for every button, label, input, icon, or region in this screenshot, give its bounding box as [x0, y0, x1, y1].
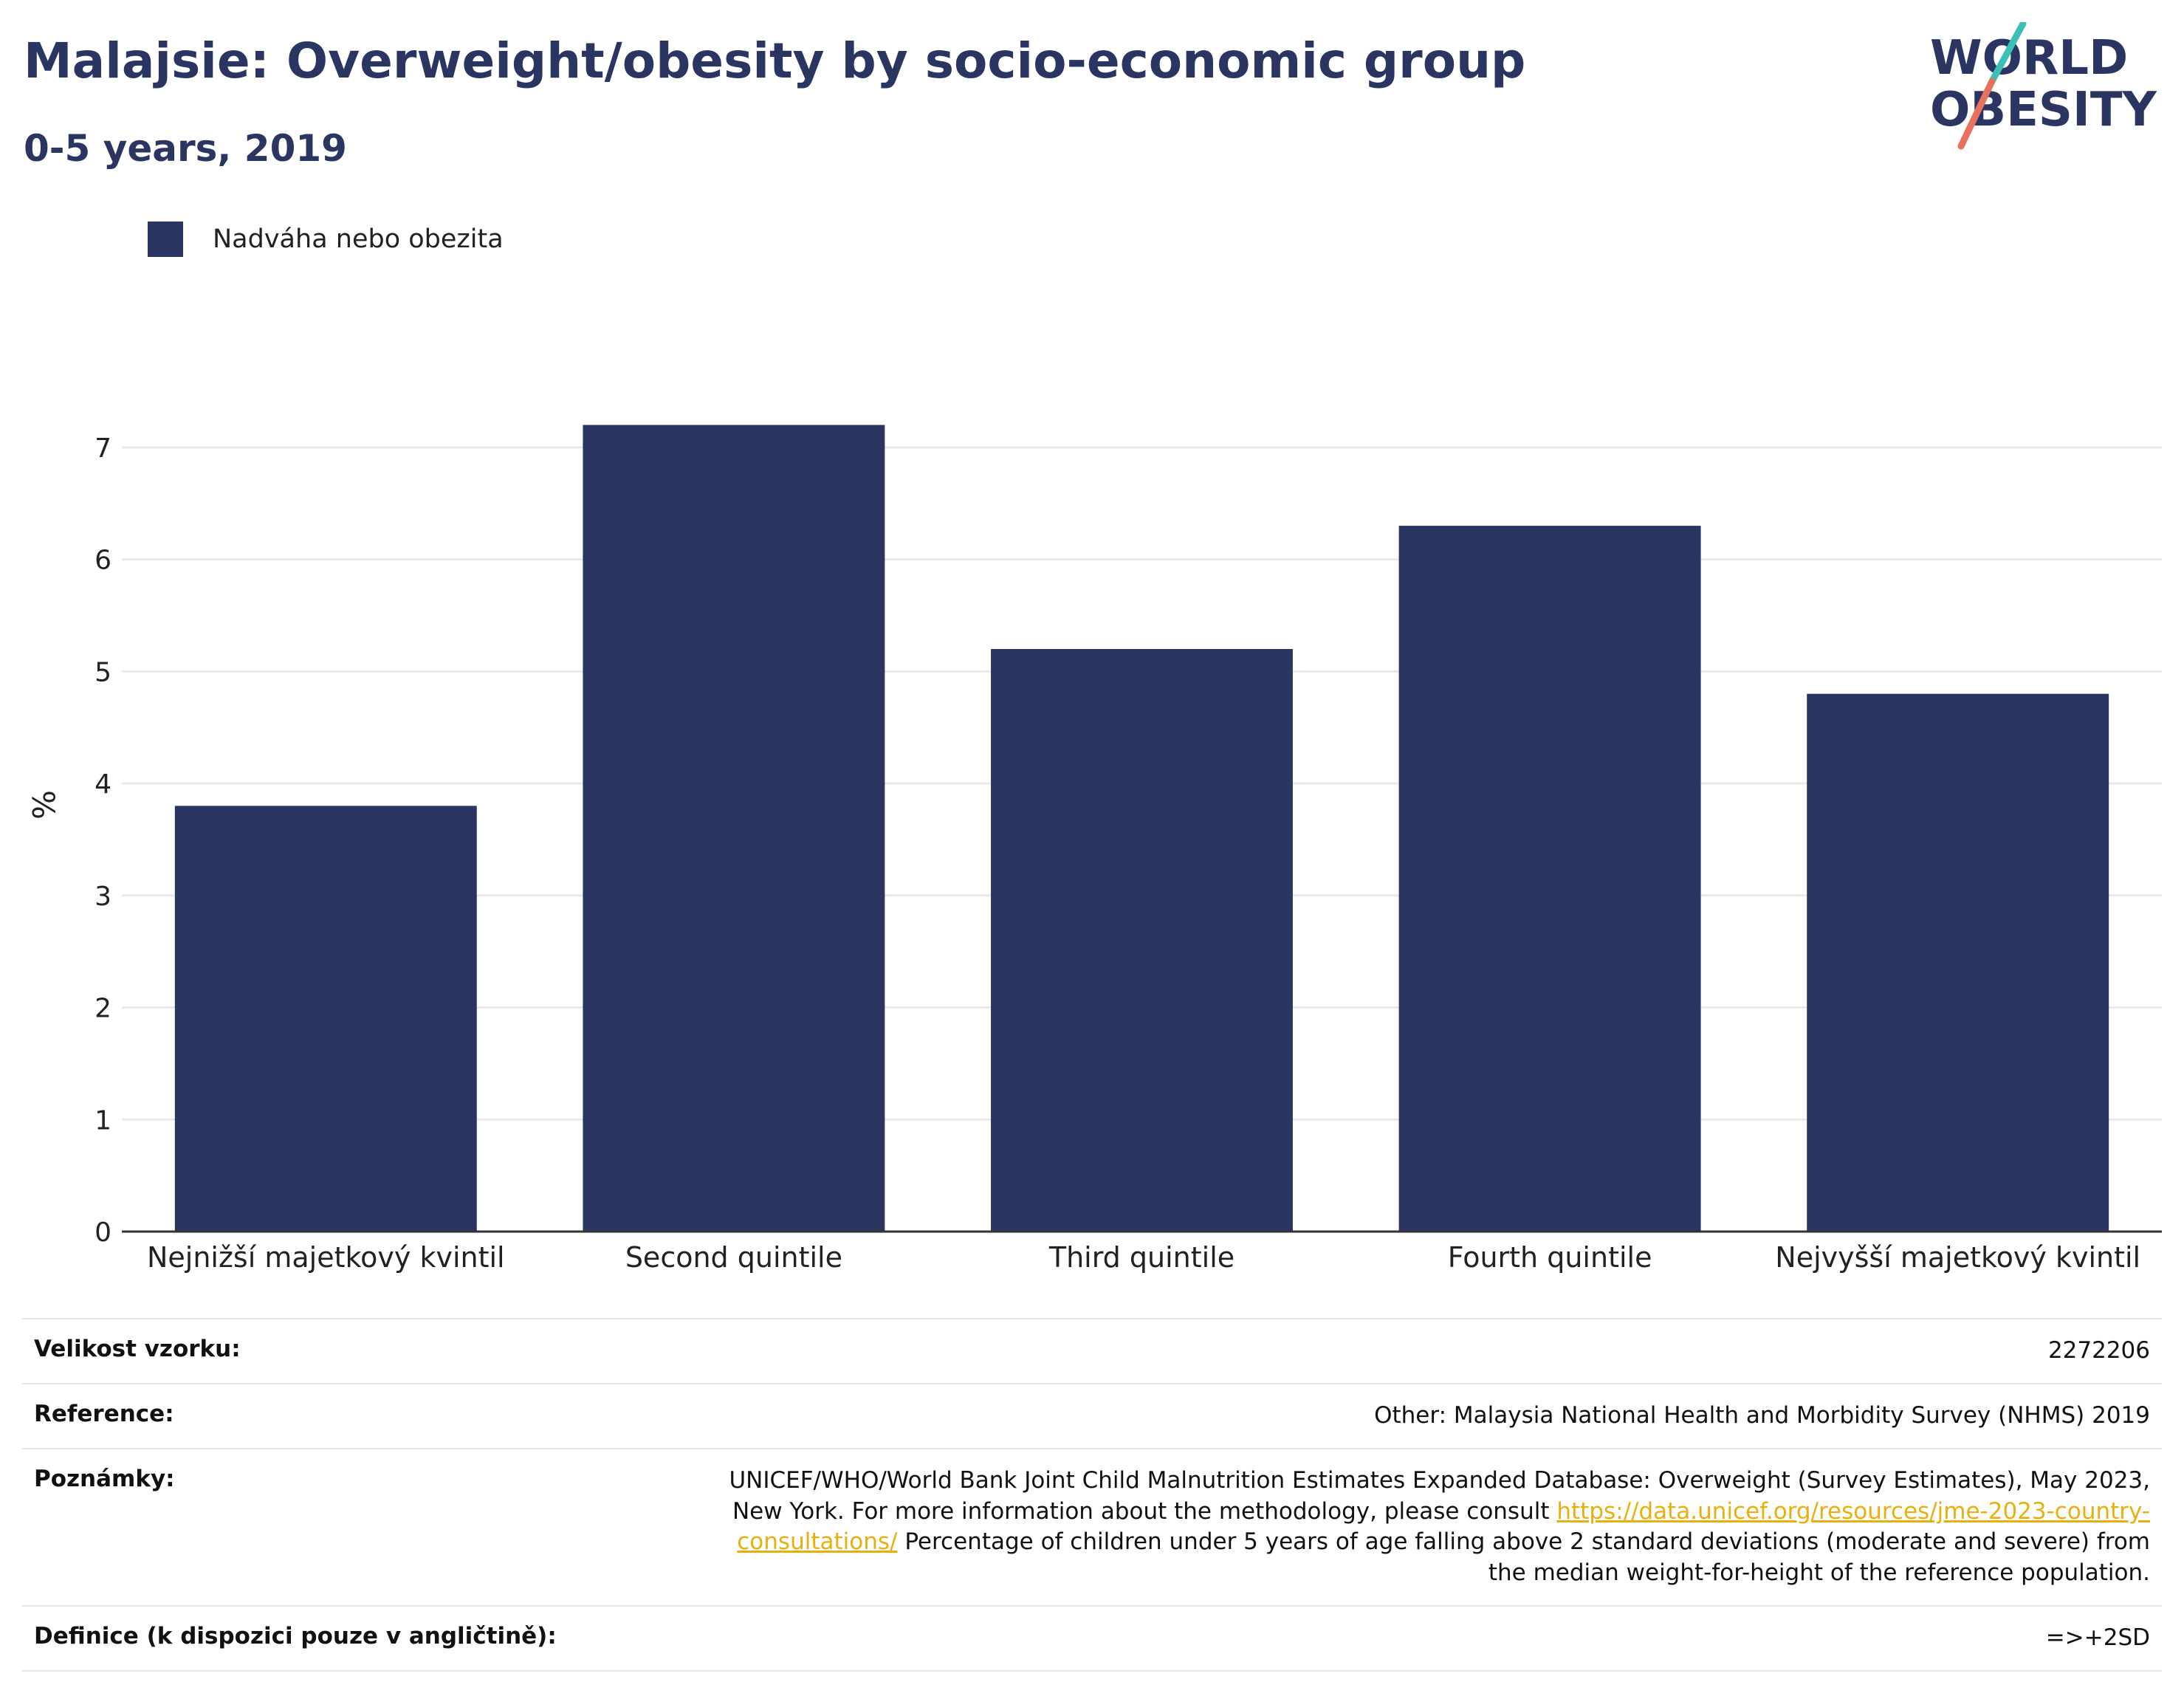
notes-label: Poznámky:	[22, 1447, 710, 1607]
bar-chart: 0 1 2 3 4 5 6 7 Nejnižší majetkový kvintil Second…	[95, 425, 2162, 1274]
y-tick-label: 6	[95, 546, 111, 576]
y-tick-label: 5	[95, 657, 111, 687]
notes-value: UNICEF/WHO/World Bank Joint Child Malnut…	[710, 1447, 2162, 1607]
y-tick-label: 0	[95, 1218, 111, 1248]
chart-legend: Nadváha nebo obezita	[148, 222, 504, 257]
x-tick-label: Fourth quintile	[1448, 1241, 1652, 1274]
x-tick-label: Nejnižší majetkový kvintil	[147, 1241, 505, 1274]
sample-size-value: 2272206	[710, 1318, 2162, 1384]
page-title: Malajsie: Overweight/obesity by socio-ec…	[24, 32, 1526, 89]
y-tick-label: 1	[95, 1105, 111, 1136]
definition-label: Definice (k dispozici pouze v angličtině…	[22, 1605, 710, 1672]
info-row-definition: Definice (k dispozici pouze v angličtině…	[22, 1605, 2162, 1672]
bar	[1398, 526, 1701, 1232]
notes-text-1: UNICEF/WHO/World Bank Joint Child Malnut…	[729, 1466, 2150, 1525]
world-obesity-logo: WORLD OBESITY	[1930, 22, 2157, 150]
x-tick-label: Nejvyšší majetkový kvintil	[1775, 1241, 2140, 1274]
bar	[174, 806, 477, 1232]
x-tick-label: Second quintile	[625, 1241, 842, 1274]
x-tick-label: Third quintile	[1048, 1241, 1234, 1274]
logo-line-1: WORLD	[1930, 31, 2128, 86]
y-tick-label: 7	[95, 433, 111, 464]
methodology-link[interactable]: https://data.unicef.org/resources/jme-20…	[737, 1497, 2150, 1556]
sample-size-label: Velikost vzorku:	[22, 1318, 710, 1384]
reference-label: Reference:	[22, 1382, 710, 1449]
definition-value: =>+2SD	[710, 1605, 2162, 1672]
logo-slash-coral	[1957, 78, 1996, 150]
page-subtitle: 0-5 years, 2019	[24, 127, 347, 170]
y-axis-title: %	[26, 790, 63, 820]
y-tick-label: 2	[95, 994, 111, 1024]
info-table: Velikost vzorku: 2272206 Reference: Othe…	[22, 1318, 2162, 1672]
notes-text-2: Percentage of children under 5 years of …	[904, 1528, 2150, 1587]
logo-slash-teal	[1988, 22, 2027, 85]
bar	[583, 425, 885, 1232]
info-row-reference: Reference: Other: Malaysia National Heal…	[22, 1382, 2162, 1449]
legend-swatch	[148, 222, 183, 257]
info-row-sample: Velikost vzorku: 2272206	[22, 1318, 2162, 1384]
y-tick-label: 3	[95, 882, 111, 912]
reference-value: Other: Malaysia National Health and Morb…	[710, 1382, 2162, 1449]
y-tick-label: 4	[95, 769, 111, 800]
bar	[991, 648, 1293, 1232]
legend-label: Nadváha nebo obezita	[213, 224, 504, 254]
info-row-notes: Poznámky: UNICEF/WHO/World Bank Joint Ch…	[22, 1447, 2162, 1607]
bar	[1807, 693, 2109, 1232]
